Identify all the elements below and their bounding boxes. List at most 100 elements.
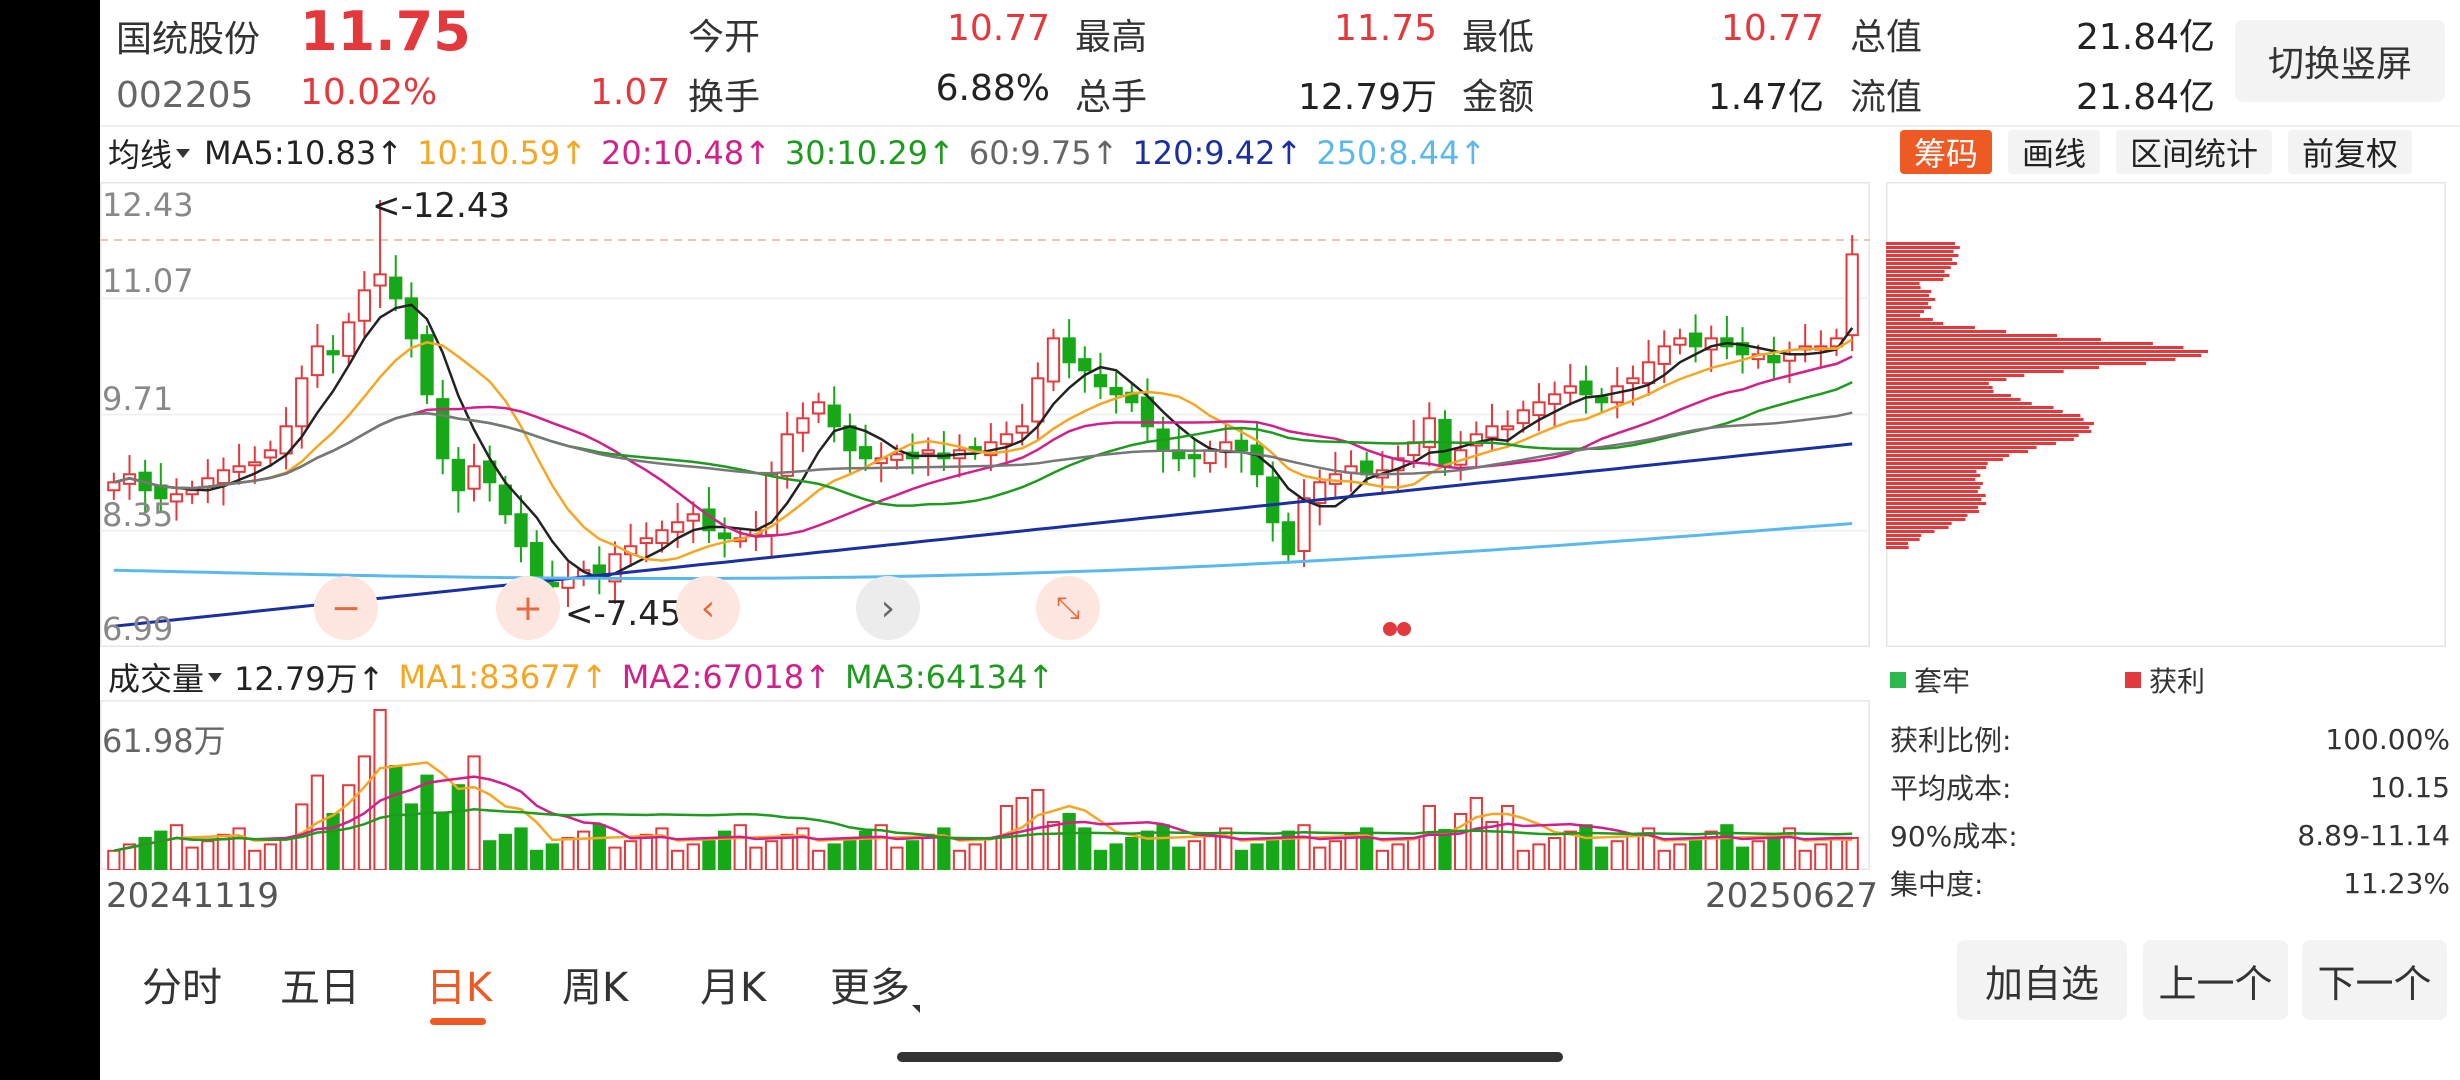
candle-body xyxy=(1422,417,1436,449)
ma120-value: 120:9.42↑ xyxy=(1132,134,1303,172)
switch-portrait-button[interactable]: 切换竖屏 xyxy=(2235,20,2445,102)
volume-bar xyxy=(201,840,215,870)
tab-chips[interactable]: 筹码 xyxy=(1900,130,1993,174)
candle-body xyxy=(686,513,700,522)
chip-bar xyxy=(1886,250,1954,253)
candle-body xyxy=(717,532,732,540)
chip-bar xyxy=(1886,362,2147,365)
volume-ma-line xyxy=(113,808,1853,853)
quote-value-open: 10.77 xyxy=(946,8,1050,49)
volume-chart[interactable] xyxy=(100,700,1870,870)
candle-body xyxy=(357,289,372,322)
volume-bar xyxy=(1485,821,1499,870)
tab-intraday[interactable]: 分时 xyxy=(142,965,222,1011)
volume-bar xyxy=(749,846,763,870)
chip-bar xyxy=(1886,346,2184,349)
candle-body xyxy=(1767,354,1781,364)
ma-type-dropdown[interactable]: 均线 xyxy=(108,130,191,176)
chip-bar xyxy=(1886,314,1921,317)
tab-draw-line[interactable]: 画线 xyxy=(2008,130,2101,174)
chip-bar xyxy=(1886,502,1987,505)
volume-bar xyxy=(984,837,998,870)
event-marker xyxy=(1397,622,1411,636)
chip-bar xyxy=(1886,446,2037,449)
zoom-out-button[interactable]: − xyxy=(314,576,378,640)
volume-bar xyxy=(1313,846,1327,870)
candle-body xyxy=(326,350,340,356)
scroll-right-button[interactable]: › xyxy=(856,576,920,640)
chip-bar xyxy=(1886,282,1920,285)
candlestick-chart[interactable] xyxy=(100,182,1870,647)
chip-bar xyxy=(1886,414,2081,417)
chip-bar xyxy=(1886,394,2011,397)
chip-bar xyxy=(1886,374,2025,377)
volume-bar xyxy=(545,843,559,870)
volume-bar xyxy=(1328,840,1343,870)
zoom-in-button[interactable]: + xyxy=(496,576,560,640)
candle-body xyxy=(263,449,278,459)
tab-weekly-k[interactable]: 周K xyxy=(562,965,629,1011)
volume-bar xyxy=(404,803,419,870)
volume-bar xyxy=(1594,846,1609,870)
stat-value: 8.89-11.14 xyxy=(2297,818,2450,852)
volume-bar xyxy=(1547,837,1562,870)
volume-bar xyxy=(1704,830,1718,870)
previous-stock-button[interactable]: 上一个 xyxy=(2143,940,2288,1020)
y-tick-label: 11.07 xyxy=(102,262,194,300)
candle-body xyxy=(1062,337,1076,364)
volume-bar xyxy=(623,840,638,870)
volume-bar xyxy=(608,846,622,870)
candle-body xyxy=(1015,425,1029,434)
candle-body xyxy=(1500,425,1515,431)
candle-body xyxy=(811,401,826,415)
scroll-left-button[interactable]: ‹ xyxy=(676,576,740,640)
quote-value-volume: 12.79万 xyxy=(1297,77,1437,118)
volume-max-label: 61.98万 xyxy=(102,722,226,760)
candle-body xyxy=(999,433,1014,445)
volume-type-dropdown[interactable]: 成交量 xyxy=(108,654,223,700)
tab-monthly-k[interactable]: 月K xyxy=(700,965,767,1011)
chevron-down-icon xyxy=(208,672,223,682)
tab-five-day[interactable]: 五日 xyxy=(280,965,360,1011)
chip-bar xyxy=(1886,266,1951,269)
reset-zoom-button[interactable]: ⤡ xyxy=(1036,576,1100,640)
minus-icon: − xyxy=(330,587,362,629)
tab-forward-adjust[interactable]: 前复权 xyxy=(2288,130,2413,174)
quote-label-amount: 金额 xyxy=(1462,77,1535,118)
stat-concentration: 集中度: 11.23% xyxy=(1890,859,2450,907)
volume-bar xyxy=(1062,813,1076,870)
candle-body xyxy=(843,425,857,452)
candle-body xyxy=(796,417,810,434)
candle-body xyxy=(404,297,419,340)
quote-value-low: 10.77 xyxy=(1720,8,1824,49)
candle-body xyxy=(1594,396,1609,404)
stock-change-percent: 10.02% xyxy=(300,72,438,113)
volume-bar xyxy=(1234,849,1249,870)
stock-change-amount: 1.07 xyxy=(590,72,671,113)
volume-ma2-value: MA2:67018↑ xyxy=(621,658,831,696)
volume-bar xyxy=(952,849,967,870)
chip-bar xyxy=(1886,402,2032,405)
candle-body xyxy=(483,460,497,484)
volume-bar xyxy=(1172,846,1186,870)
chip-bar xyxy=(1886,366,2099,369)
next-stock-button[interactable]: 下一个 xyxy=(2302,940,2447,1020)
tab-range-stats[interactable]: 区间统计 xyxy=(2116,130,2273,174)
candle-body xyxy=(639,537,653,545)
chip-bar xyxy=(1886,478,1976,481)
add-watchlist-button[interactable]: 加自选 xyxy=(1957,940,2127,1020)
tab-daily-k[interactable]: 日K xyxy=(426,965,493,1011)
candle-body xyxy=(1187,454,1202,460)
volume-bar xyxy=(717,830,732,870)
ma-line xyxy=(113,338,1853,562)
tab-more[interactable]: 更多 xyxy=(830,955,920,1013)
chip-bar xyxy=(1886,386,1993,389)
volume-bar xyxy=(389,765,403,870)
ma20-value: 20:10.48↑ xyxy=(601,134,771,172)
quote-label-total-value: 总值 xyxy=(1850,17,1923,58)
stat-average-cost: 平均成本: 10.15 xyxy=(1890,763,2450,811)
chip-bar xyxy=(1886,410,2063,413)
volume-bar xyxy=(1078,827,1092,870)
chevron-right-icon: › xyxy=(880,587,896,629)
volume-bar xyxy=(670,849,685,870)
